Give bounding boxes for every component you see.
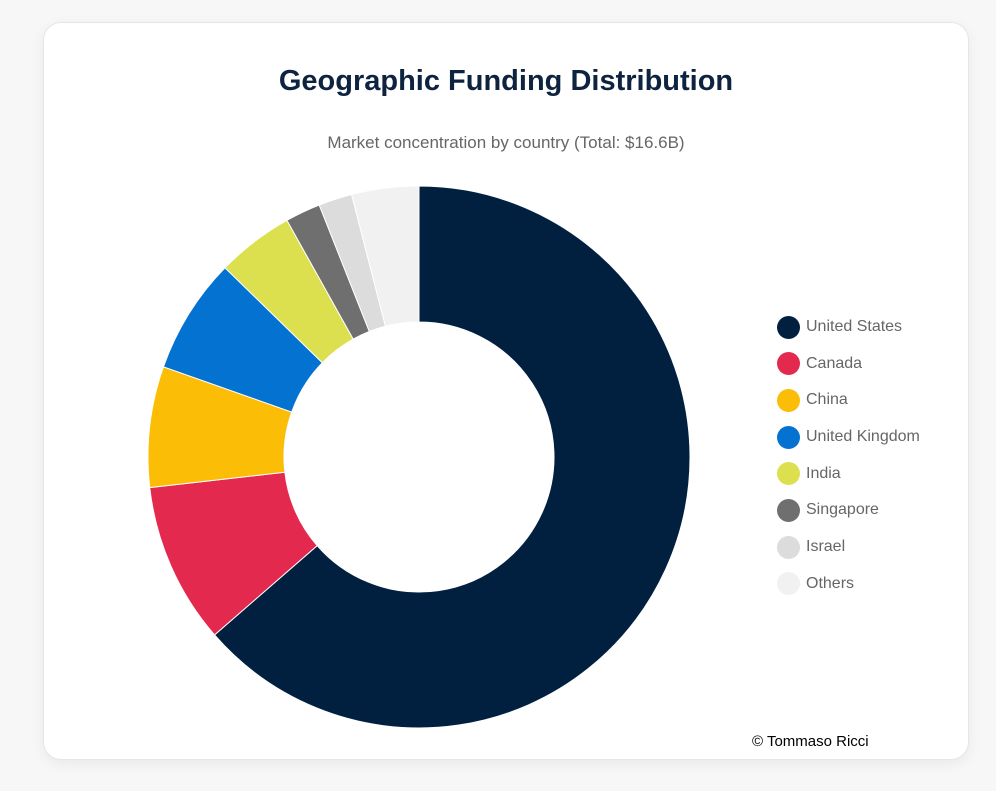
legend-swatch xyxy=(777,572,800,596)
chart-title: Geographic Funding Distribution xyxy=(278,65,734,97)
chart-subtitle: Market concentration by country (Total: … xyxy=(327,133,685,152)
legend-swatch xyxy=(777,388,800,412)
legend-label: United Kingdom xyxy=(806,428,920,446)
legend-item-united-states[interactable]: United States xyxy=(777,315,920,339)
legend-item-singapore[interactable]: Singapore xyxy=(777,498,920,522)
legend-item-united-kingdom[interactable]: United Kingdom xyxy=(777,425,920,449)
donut-chart xyxy=(147,185,691,729)
legend-swatch xyxy=(777,352,800,376)
slice-united-states[interactable] xyxy=(213,185,691,729)
legend-item-china[interactable]: China xyxy=(777,388,920,412)
legend-item-israel[interactable]: Israel xyxy=(777,535,920,559)
legend-item-india[interactable]: India xyxy=(777,462,920,486)
legend-item-canada[interactable]: Canada xyxy=(777,352,920,376)
legend-label: United States xyxy=(806,318,903,335)
chart-card: Geographic Funding Distribution Market c… xyxy=(43,22,969,760)
chart-legend: United States Canada China United Kingdom In… xyxy=(777,315,920,609)
legend-swatch xyxy=(777,498,800,522)
copyright-credit: © Tommaso Ricci xyxy=(752,733,869,750)
legend-swatch xyxy=(777,425,800,449)
slice-others[interactable] xyxy=(350,185,420,327)
legend-swatch xyxy=(777,535,800,559)
legend-label: Others xyxy=(806,574,855,592)
legend-swatch xyxy=(777,315,800,339)
legend-item-others[interactable]: Others xyxy=(777,572,920,596)
legend-label: Canada xyxy=(806,354,863,372)
legend-label: Singapore xyxy=(806,501,879,519)
legend-label: India xyxy=(806,464,841,482)
legend-swatch xyxy=(777,462,800,486)
legend-label: China xyxy=(806,391,848,409)
legend-label: Israel xyxy=(806,538,846,556)
